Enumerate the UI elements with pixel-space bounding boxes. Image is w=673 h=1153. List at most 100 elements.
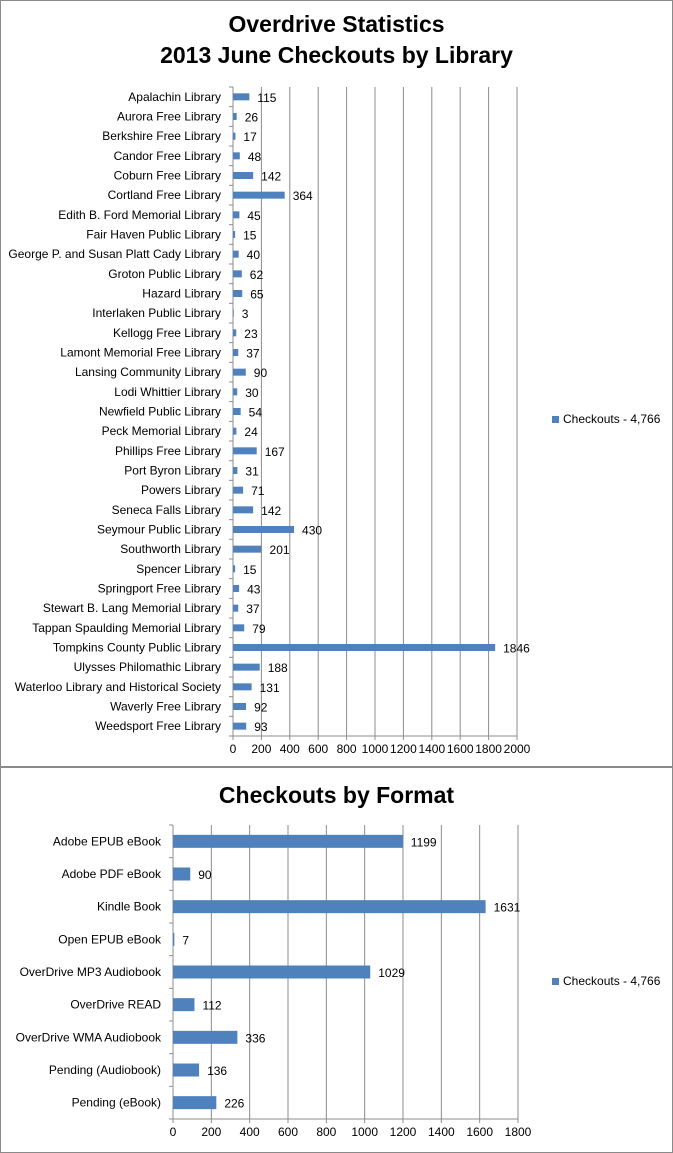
bar xyxy=(173,1096,217,1110)
category-label: Interlaken Public Library xyxy=(92,306,221,320)
bar xyxy=(233,329,237,337)
format-chart-panel: Checkouts by Format 0 200 400 600 800 1000 120… xyxy=(0,767,673,1153)
x-tick-label: 800 xyxy=(337,742,357,756)
x-tick-label: 1600 xyxy=(466,1125,493,1139)
bar xyxy=(233,467,238,474)
category-label: Ulysses Philomathic Library xyxy=(74,660,221,674)
category-label: Tappan Spaulding Memorial Library xyxy=(32,621,221,635)
data-label: 30 xyxy=(245,386,259,400)
bar xyxy=(173,998,195,1012)
category-label: Waverly Free Library xyxy=(110,700,221,714)
data-label: 26 xyxy=(245,111,259,125)
category-label: Coburn Free Library xyxy=(114,169,221,183)
bar xyxy=(173,1063,200,1077)
bar xyxy=(233,663,260,671)
bar xyxy=(233,486,244,494)
category-label: Groton Public Library xyxy=(108,267,221,281)
x-tick-label: 600 xyxy=(308,742,328,756)
data-label: 15 xyxy=(243,563,257,577)
bar xyxy=(173,1030,238,1044)
category-label: Fair Haven Public Library xyxy=(86,228,221,242)
category-label: Powers Library xyxy=(141,483,221,497)
category-label: Spencer Library xyxy=(136,562,221,576)
data-label: 65 xyxy=(250,288,264,302)
data-label: 54 xyxy=(249,406,263,420)
category-label: OverDrive WMA Audiobook xyxy=(16,1030,162,1044)
data-label: 115 xyxy=(257,91,276,105)
data-label: 112 xyxy=(202,999,221,1013)
x-tick-label: 1200 xyxy=(390,1125,417,1139)
bar xyxy=(233,152,240,160)
category-label: Peck Memorial Library xyxy=(102,424,221,438)
bar xyxy=(233,368,246,376)
data-label: 37 xyxy=(246,602,260,616)
data-label: 136 xyxy=(207,1064,227,1078)
data-label: 7 xyxy=(182,933,189,947)
category-label: Kindle Book xyxy=(97,900,162,914)
data-label: 62 xyxy=(250,268,264,282)
bar xyxy=(233,703,247,710)
data-label: 24 xyxy=(244,425,258,439)
x-tick-label: 1600 xyxy=(447,742,474,756)
category-label: Weedsport Free Library xyxy=(95,719,221,733)
x-tick-label: 1000 xyxy=(351,1125,378,1139)
bar xyxy=(233,585,240,592)
category-label: Lamont Memorial Free Library xyxy=(60,346,221,360)
bar xyxy=(233,408,241,415)
x-tick-label: 800 xyxy=(316,1125,336,1139)
data-label: 23 xyxy=(244,327,258,341)
bar xyxy=(173,900,486,914)
bar xyxy=(173,834,403,848)
x-tick-label: 0 xyxy=(230,742,237,756)
category-label: Aurora Free Library xyxy=(117,110,221,124)
chart-legend: Checkouts - 4,766 xyxy=(552,974,660,988)
data-label: 226 xyxy=(224,1097,244,1111)
data-label: 93 xyxy=(254,720,268,734)
x-tick-label: 600 xyxy=(278,1125,298,1139)
data-label: 45 xyxy=(247,209,261,223)
x-tick-label: 2000 xyxy=(504,742,531,756)
data-label: 40 xyxy=(247,248,261,262)
bar xyxy=(233,349,239,356)
category-label: Phillips Free Library xyxy=(115,444,221,458)
bar xyxy=(233,683,252,691)
bar xyxy=(233,93,250,101)
bar xyxy=(233,722,247,730)
data-label: 15 xyxy=(243,229,257,243)
library-chart-panel: Overdrive Statistics 2013 June Checkouts… xyxy=(0,0,673,767)
category-label: Open EPUB eBook xyxy=(58,932,162,946)
bar xyxy=(233,211,240,219)
legend-label: Checkouts - 4,766 xyxy=(563,412,661,426)
x-tick-label: 1000 xyxy=(362,742,389,756)
data-label: 1199 xyxy=(411,835,437,849)
bar xyxy=(233,427,237,435)
category-label: Adobe PDF eBook xyxy=(62,867,162,881)
bar xyxy=(233,290,243,297)
format-chart-plot: 0 200 400 600 800 1000 1200 1400 1600 1800 Adobe E… xyxy=(16,824,532,1139)
x-tick-label: 1800 xyxy=(475,742,502,756)
legend-swatch xyxy=(552,977,559,985)
bar xyxy=(233,506,254,514)
bar xyxy=(233,624,245,632)
bar xyxy=(233,250,239,258)
x-tick-label: 400 xyxy=(280,742,300,756)
data-label: 31 xyxy=(245,465,259,479)
data-label: 1846 xyxy=(503,642,530,656)
category-label: George P. and Susan Platt Cady Library xyxy=(8,247,221,261)
category-label: Kellogg Free Library xyxy=(113,326,221,340)
data-label: 43 xyxy=(247,583,261,597)
data-label: 142 xyxy=(261,504,281,518)
data-label: 3 xyxy=(242,307,249,321)
category-label: Newfield Public Library xyxy=(99,405,221,419)
category-label: Springport Free Library xyxy=(98,582,221,596)
x-tick-label: 1400 xyxy=(418,742,445,756)
category-label: Tompkins County Public Library xyxy=(53,641,221,655)
category-label: OverDrive READ xyxy=(70,998,161,1012)
chart-title: Overdrive Statistics xyxy=(228,11,445,37)
x-tick-label: 400 xyxy=(240,1125,260,1139)
data-label: 142 xyxy=(261,170,281,184)
category-label: Lansing Community Library xyxy=(75,365,221,379)
data-label: 17 xyxy=(243,130,257,144)
category-label: Pending (Audiobook) xyxy=(49,1063,161,1077)
data-label: 131 xyxy=(260,681,280,695)
